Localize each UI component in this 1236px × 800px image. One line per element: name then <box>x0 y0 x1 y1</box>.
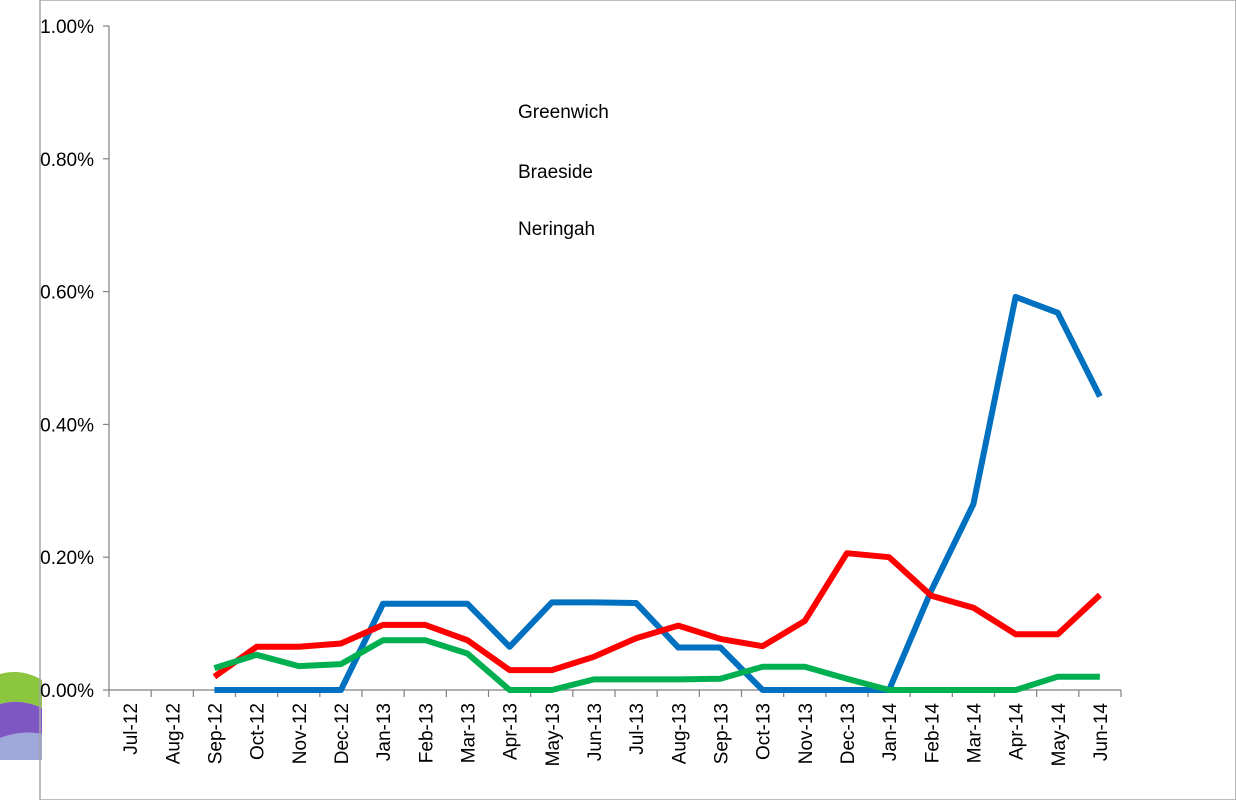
x-tick-label: Jul-12 <box>121 703 142 755</box>
series-line-braeside <box>212 550 1102 680</box>
legend-label-braeside: Braeside <box>518 162 593 183</box>
x-tick-label: Nov-12 <box>290 703 311 764</box>
x-tick-label: Jul-13 <box>627 703 648 755</box>
x-tick-label: Jan-14 <box>880 703 901 762</box>
x-tick-label: Sep-12 <box>205 703 226 764</box>
chart-border <box>39 0 1236 800</box>
x-tick-label: Feb-14 <box>922 703 943 764</box>
x-tick-label: Apr-13 <box>501 703 522 760</box>
x-tick-label: Jun-14 <box>1091 703 1112 762</box>
x-tick-label: Sep-13 <box>711 703 732 764</box>
legend-label-neringah: Neringah <box>518 219 595 240</box>
y-tick-label: 0.20% <box>40 548 94 569</box>
x-tick-label: Oct-13 <box>754 703 775 760</box>
legend: Greenwich Braeside Neringah <box>518 102 609 240</box>
y-tick-label: 0.60% <box>40 283 94 304</box>
axes <box>103 25 1122 697</box>
y-tick-label: 0.00% <box>40 681 94 702</box>
y-tick-label: 0.40% <box>40 415 94 436</box>
x-tick-label: Jun-13 <box>585 703 606 761</box>
x-tick-label: Oct-12 <box>248 703 269 760</box>
x-tick-labels: Jul-12 Aug-12 Sep-12 Oct-12 Nov-12 Dec-12 Jan-… <box>121 703 1112 767</box>
y-tick-labels: 0.00% 0.20% 0.40% 0.60% 0.80% 1.00% <box>40 17 94 702</box>
x-tick-label: Dec-12 <box>332 703 353 764</box>
logo-fragment <box>0 668 42 760</box>
x-tick-label: Nov-13 <box>796 703 817 764</box>
x-tick-label: May-13 <box>543 703 564 766</box>
x-tick-label: May-14 <box>1049 703 1070 767</box>
series-line-neringah <box>213 637 1100 693</box>
x-tick-label: Aug-12 <box>163 703 184 764</box>
x-tick-label: Mar-14 <box>964 703 985 764</box>
y-tick-label: 0.80% <box>40 150 94 171</box>
x-tick-label: Apr-14 <box>1007 703 1028 760</box>
x-tick-label: Mar-13 <box>458 703 479 763</box>
x-tick-label: Feb-13 <box>416 703 437 763</box>
x-tick-label: Jan-13 <box>374 703 395 761</box>
series-line-greenwich <box>214 293 1103 693</box>
x-tick-label: Dec-13 <box>838 703 859 764</box>
series-lines <box>212 293 1103 693</box>
x-tick-label: Aug-13 <box>669 703 690 764</box>
y-tick-label: 1.00% <box>40 17 94 38</box>
legend-label-greenwich: Greenwich <box>518 102 609 123</box>
